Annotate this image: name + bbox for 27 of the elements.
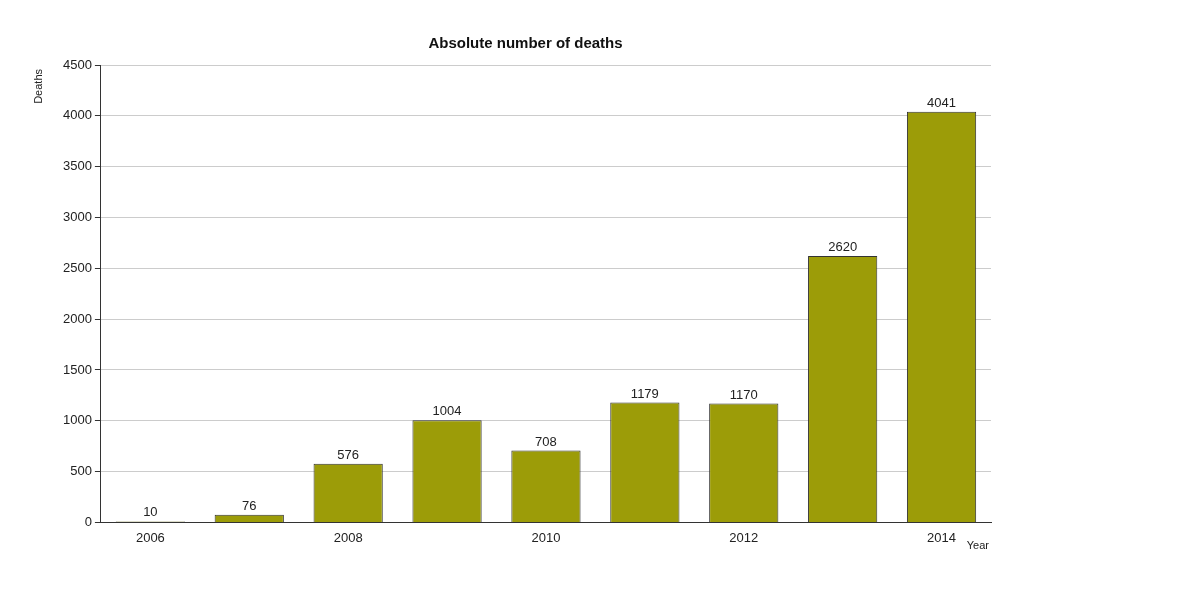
y-tick-label: 1500: [63, 361, 92, 377]
y-tick-label: 1000: [63, 412, 92, 428]
x-tick-label: 2006: [135, 529, 165, 545]
x-tick-label: 2014: [927, 529, 957, 545]
y-tick-label: 0: [84, 513, 92, 529]
data-label: 708: [535, 433, 557, 449]
data-label: 1004: [432, 403, 462, 419]
y-tick-label: 4500: [63, 56, 92, 72]
y-tick-label: 2000: [63, 310, 92, 326]
data-label: 1179: [630, 385, 659, 401]
y-tick-label: 2500: [63, 259, 92, 275]
data-label: 10: [143, 504, 158, 520]
data-label: 1170: [729, 386, 758, 402]
y-axis-title: Deaths: [31, 68, 44, 104]
y-tick-label: 3000: [63, 209, 92, 225]
x-tick-label: 2008: [333, 529, 363, 545]
data-label: 576: [337, 446, 360, 462]
x-tick-label: 2012: [729, 529, 759, 545]
chart-title: Absolute number of deaths: [428, 34, 623, 52]
x-tick-label: 2010: [531, 529, 561, 545]
data-label: 4041: [927, 94, 957, 110]
y-tick-label: 4000: [63, 107, 92, 123]
data-label: 2620: [828, 239, 858, 255]
x-axis-title: Year: [966, 538, 990, 551]
y-tick-label: 500: [70, 463, 92, 479]
data-label: 76: [242, 497, 257, 513]
y-tick-label: 3500: [63, 158, 92, 174]
